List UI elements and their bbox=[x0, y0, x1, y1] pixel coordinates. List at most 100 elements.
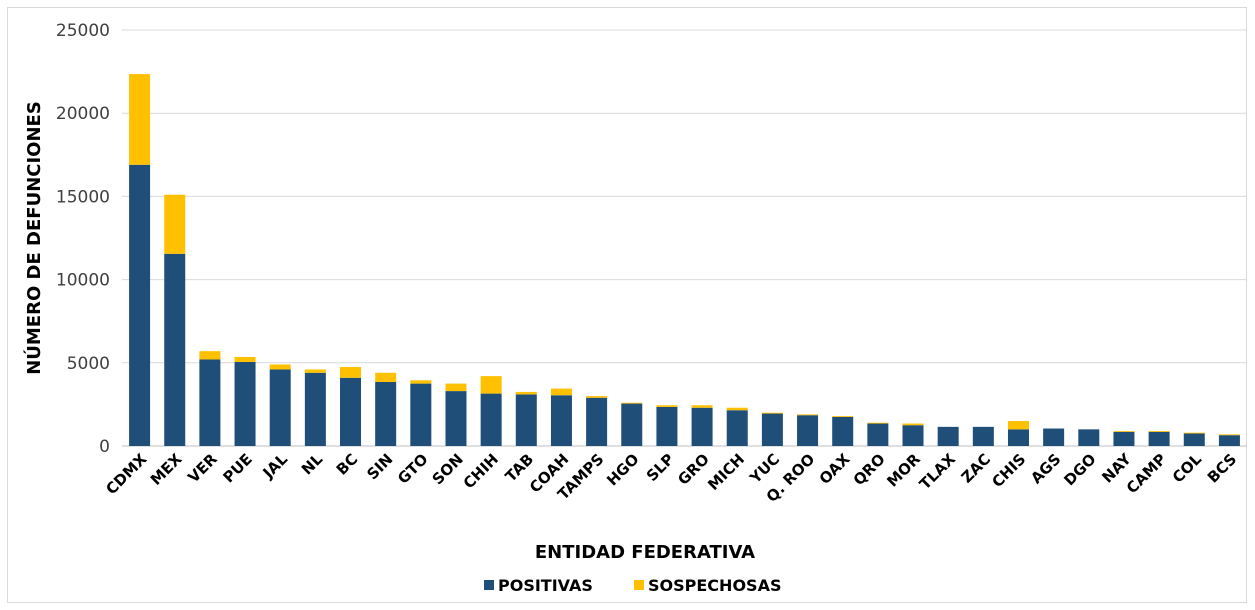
x-tick-label: DGO bbox=[1060, 450, 1099, 489]
x-tick-label: BCS bbox=[1204, 450, 1240, 486]
y-tick-label: 0 bbox=[99, 437, 110, 457]
x-tick-label: BC bbox=[333, 450, 362, 479]
bar-sospechosas-qro bbox=[867, 422, 889, 424]
legend-label-sospechosas: SOSPECHOSAS bbox=[648, 576, 781, 595]
bar-positivas-nay bbox=[1113, 431, 1135, 446]
x-tick-label: QRO bbox=[850, 450, 889, 489]
bar-positivas-tamps bbox=[586, 397, 608, 446]
bar-sospechosas-cdmx bbox=[129, 74, 151, 165]
bar-sospechosas-q-roo bbox=[797, 414, 819, 416]
bar-positivas-slp bbox=[656, 406, 678, 446]
bar-positivas-bc bbox=[340, 377, 362, 446]
bar-sospechosas-oax bbox=[832, 416, 854, 417]
bar-positivas-coah bbox=[550, 395, 572, 446]
y-tick-label: 25000 bbox=[56, 21, 110, 41]
x-tick-label: CHIS bbox=[988, 450, 1029, 491]
bar-positivas-ver bbox=[199, 359, 221, 446]
bar-positivas-cdmx bbox=[129, 164, 151, 446]
x-tick-label: SLP bbox=[643, 450, 678, 485]
bar-positivas-qro bbox=[867, 423, 889, 446]
bar-sospechosas-mich bbox=[726, 407, 748, 411]
x-tick-label: PUE bbox=[220, 450, 256, 486]
bar-positivas-gro bbox=[691, 407, 713, 446]
x-tick-label: JAL bbox=[259, 450, 292, 483]
y-axis-ticks: 0 5000 10000 15000 20000 25000 bbox=[56, 21, 110, 457]
bar-positivas-yuc bbox=[761, 413, 783, 446]
bar-positivas-pue bbox=[234, 361, 256, 446]
bar-sospechosas-ver bbox=[199, 351, 221, 360]
bar-sospechosas-yuc bbox=[761, 412, 783, 414]
bar-positivas-col bbox=[1183, 433, 1205, 446]
bar-sospechosas-coah bbox=[550, 388, 572, 396]
bar-sospechosas-hgo bbox=[621, 402, 643, 404]
x-tick-label: SON bbox=[429, 450, 467, 488]
bar-sospechosas-chih bbox=[480, 376, 502, 394]
x-tick-label: HGO bbox=[603, 450, 642, 489]
bar-positivas-son bbox=[445, 391, 467, 446]
x-tick-label: COL bbox=[1169, 450, 1206, 487]
bar-positivas-nl bbox=[304, 372, 326, 446]
y-tick-label: 5000 bbox=[67, 354, 110, 374]
bar-sospechosas-camp bbox=[1148, 431, 1170, 432]
y-axis-title: NÚMERO DE DEFUNCIONES bbox=[23, 101, 45, 375]
bar-sospechosas-bcs bbox=[1218, 434, 1240, 436]
x-tick-label: CAMP bbox=[1123, 450, 1170, 497]
bar-positivas-q-roo bbox=[797, 415, 819, 446]
y-tick-label: 10000 bbox=[56, 271, 110, 291]
x-tick-label: AGS bbox=[1027, 450, 1064, 487]
bar-sospechosas-mor bbox=[902, 423, 924, 426]
bar-sospechosas-gro bbox=[691, 405, 713, 408]
bar-sospechosas-mex bbox=[164, 194, 186, 254]
bar-sospechosas-sin bbox=[375, 372, 397, 382]
bar-positivas-mich bbox=[726, 410, 748, 446]
bar-sospechosas-bc bbox=[340, 366, 362, 378]
bar-sospechosas-jal bbox=[269, 364, 291, 370]
bar-positivas-mor bbox=[902, 425, 924, 446]
x-tick-label: MEX bbox=[147, 450, 186, 489]
bar-positivas-oax bbox=[832, 416, 854, 446]
bar-positivas-bcs bbox=[1218, 435, 1240, 446]
bar-sospechosas-chis bbox=[1007, 421, 1029, 430]
bar-positivas-ags bbox=[1043, 428, 1065, 446]
bar-sospechosas-slp bbox=[656, 405, 678, 407]
legend-label-positivas: POSITIVAS bbox=[498, 576, 593, 595]
gridlines bbox=[122, 29, 1247, 447]
y-tick-label: 15000 bbox=[56, 187, 110, 207]
x-tick-label: MICH bbox=[704, 450, 748, 494]
bar-positivas-chih bbox=[480, 393, 502, 446]
bar-positivas-dgo bbox=[1078, 429, 1100, 446]
bar-positivas-jal bbox=[269, 369, 291, 446]
x-tick-label: CHIH bbox=[460, 450, 502, 492]
x-tick-label: VER bbox=[184, 450, 221, 487]
bar-positivas-tab bbox=[515, 394, 537, 446]
bar-positivas-tlax bbox=[937, 426, 959, 446]
x-axis-title: ENTIDAD FEDERATIVA bbox=[535, 542, 755, 563]
bar-positivas-mex bbox=[164, 253, 186, 446]
bar-sospechosas-tab bbox=[515, 391, 537, 395]
legend-swatch-positivas bbox=[484, 580, 494, 590]
legend: POSITIVAS SOSPECHOSAS bbox=[484, 576, 781, 595]
x-tick-label: GTO bbox=[394, 450, 432, 488]
bars bbox=[129, 74, 1240, 446]
x-tick-label: ZAC bbox=[958, 450, 994, 486]
bar-positivas-gto bbox=[410, 383, 432, 446]
x-tick-label: NL bbox=[298, 450, 327, 479]
bar-positivas-camp bbox=[1148, 431, 1170, 446]
x-tick-label: SIN bbox=[363, 450, 396, 483]
bar-sospechosas-col bbox=[1183, 432, 1205, 434]
bar-positivas-hgo bbox=[621, 403, 643, 446]
x-tick-label: MOR bbox=[883, 450, 924, 491]
x-tick-label: CDMX bbox=[102, 450, 150, 498]
x-tick-label: TLAX bbox=[916, 450, 959, 493]
bar-sospechosas-son bbox=[445, 383, 467, 392]
bar-sospechosas-nay bbox=[1113, 431, 1135, 432]
x-tick-label: OAX bbox=[816, 450, 854, 488]
bar-positivas-sin bbox=[375, 381, 397, 446]
bar-positivas-chis bbox=[1007, 429, 1029, 446]
bar-sospechosas-tamps bbox=[586, 396, 608, 398]
chart-frame bbox=[7, 7, 1247, 603]
bar-sospechosas-pue bbox=[234, 356, 256, 362]
y-tick-label: 20000 bbox=[56, 104, 110, 124]
